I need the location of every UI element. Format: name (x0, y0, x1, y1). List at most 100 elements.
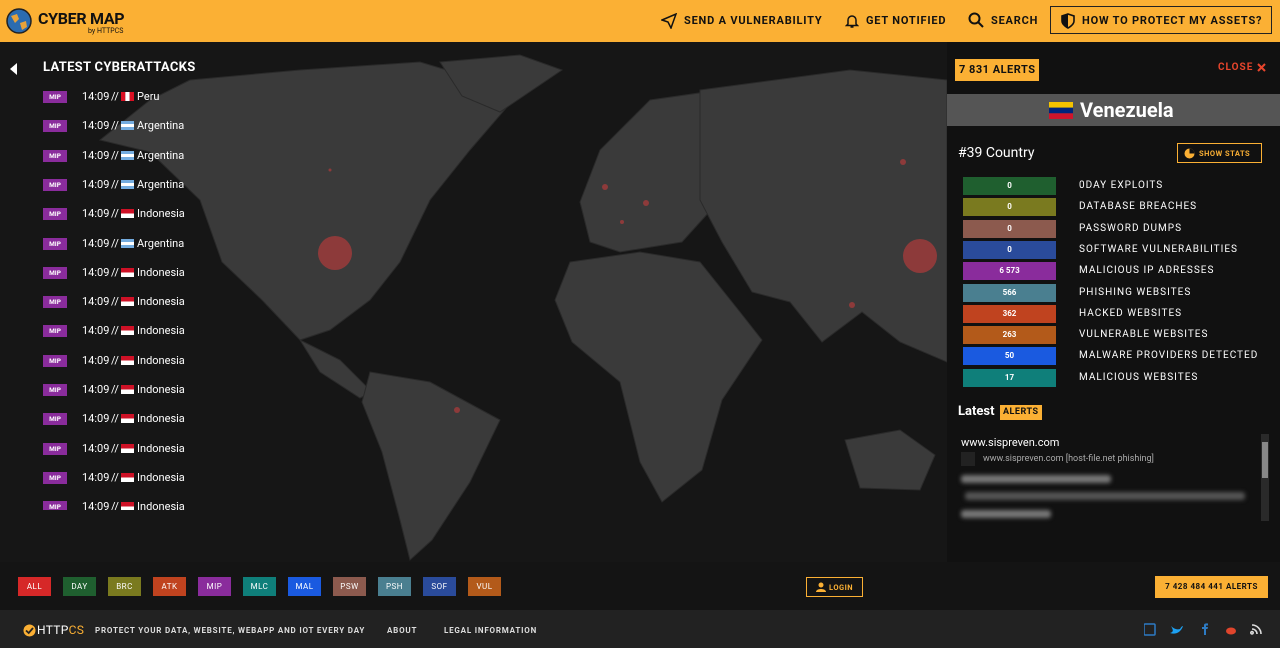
flag-stripe (1049, 102, 1073, 108)
filter-button[interactable]: ALL (18, 577, 51, 596)
country-panel: 7 831 ALERTS CLOSE Venezuela #39 Country… (947, 42, 1280, 562)
show-stats-button[interactable]: SHOW STATS (1177, 143, 1262, 163)
filter-button[interactable]: PSH (378, 577, 411, 596)
close-icon[interactable] (1257, 63, 1266, 72)
latest-title: Latest (958, 404, 995, 419)
cta-button[interactable]: HOW TO PROTECT MY ASSETS? (1050, 6, 1272, 34)
attack-country: Peru (137, 90, 160, 103)
attacks-panel: LATEST CYBERATTACKS MIP 14:09//Peru MIP 14:… (0, 42, 300, 510)
attack-item: MIP 14:09// Indonesia (43, 266, 293, 280)
collapse-arrow[interactable] (10, 63, 18, 75)
close-button[interactable]: CLOSE (1218, 62, 1254, 73)
attack-flag (121, 472, 134, 482)
filter-button[interactable]: MIP (198, 577, 231, 596)
footer-link[interactable]: ABOUT (387, 626, 418, 635)
attack-flag (121, 150, 134, 160)
stat-value: 17 (963, 368, 1056, 387)
filter-button[interactable]: DAY (63, 577, 96, 596)
brand: HTTPCS (37, 623, 84, 637)
attack-country: Indonesia (137, 383, 185, 396)
flag-stripe (121, 267, 134, 273)
attack-item: MIP 14:09// Indonesia (43, 354, 293, 368)
attack-country: Indonesia (137, 412, 185, 426)
scrollbar[interactable] (1261, 434, 1269, 521)
attack-country: Indonesia (137, 353, 185, 367)
country-bar: Venezuela (947, 94, 1280, 126)
country-name: Venezuela (1080, 98, 1174, 122)
attack-item: MIP 14:09// Argentina (43, 237, 293, 251)
logo-subtitle: by HTTPCS (88, 27, 124, 35)
feed-site: www.sispreven.com (961, 436, 1060, 449)
attack-flag (121, 385, 134, 394)
attack-flag (121, 238, 134, 248)
flag-stripe (121, 297, 134, 302)
attack-country: Indonesia (137, 441, 185, 455)
filter-button[interactable]: BRC (108, 577, 141, 596)
flag-stripe (121, 153, 134, 157)
facebook-icon[interactable] (1202, 623, 1208, 635)
feed-icon (961, 452, 975, 466)
stat-value: 362 (963, 304, 1056, 323)
flag-stripe (121, 121, 134, 125)
attack-flag (121, 297, 134, 307)
attack-tag: MIP (43, 178, 67, 191)
filter-button[interactable]: SOF (423, 577, 456, 596)
nav-link[interactable]: GET NOTIFIED (866, 14, 947, 27)
stat-label: 0DAY EXPLOITS (1079, 180, 1164, 191)
flag-stripe (121, 418, 134, 424)
show-stats-label: SHOW STATS (1199, 149, 1251, 158)
attack-country: Argentina (137, 119, 185, 133)
attack-tag: MIP (43, 266, 67, 279)
nav-link[interactable]: SEARCH (991, 14, 1039, 27)
attack-time: 14:09 (82, 295, 110, 309)
attack-flag (121, 267, 134, 277)
stat-value: 6 573 (963, 262, 1056, 281)
attack-separator: // (111, 412, 119, 426)
attack-time: 14:09 (82, 177, 110, 191)
twitter-icon[interactable] (1170, 626, 1183, 634)
attack-time: 14:09 (82, 119, 110, 133)
filter-button[interactable]: PSW (333, 577, 366, 596)
flag-stripe (121, 272, 134, 277)
footer-link[interactable]: LEGAL INFORMATION (444, 626, 538, 635)
flag-stripe (121, 448, 134, 453)
filter-button[interactable]: MLC (243, 577, 276, 596)
stat-label: DATABASE BREACHES (1079, 201, 1198, 213)
attack-item: MIP 14:09// Indonesia (43, 412, 293, 426)
stats-icon (1184, 148, 1195, 159)
attack-time: 14:09 (82, 441, 110, 455)
filter-button[interactable]: VUL (468, 577, 501, 596)
attack-country: Argentina (137, 177, 185, 191)
scrollbar-thumb[interactable] (1262, 442, 1268, 478)
login-label: LOGIN (829, 583, 854, 592)
reddit-icon[interactable] (1226, 627, 1236, 635)
stat-value: 50 (963, 347, 1056, 366)
stat-label: HACKED WEBSITES (1079, 307, 1183, 319)
social-icons (1144, 623, 1262, 636)
attack-flag (121, 92, 134, 101)
flag-stripe (121, 127, 134, 131)
stat-value: 0 (963, 240, 1056, 259)
flag-stripe (121, 241, 134, 245)
flag-stripe (121, 477, 134, 482)
flag-stripe (125, 92, 130, 101)
attack-separator: // (111, 177, 119, 191)
stat-value: 566 (963, 283, 1056, 302)
attack-separator: // (111, 383, 119, 396)
logo-globe (6, 8, 32, 34)
rss-icon[interactable] (1250, 624, 1262, 635)
attack-time: 14:09 (82, 500, 110, 510)
attack-time: 14:09 (82, 207, 110, 221)
flag-stripe (121, 179, 134, 183)
attack-separator: // (111, 265, 119, 279)
filter-button[interactable]: MAL (288, 577, 321, 596)
login-button[interactable]: LOGIN (806, 577, 863, 597)
linkedin-icon[interactable] (1144, 623, 1156, 636)
attack-country: Indonesia (137, 324, 185, 338)
attack-tag: MIP (43, 120, 67, 133)
flag-stripe (121, 244, 134, 248)
filter-button[interactable]: ATK (153, 577, 186, 596)
filter-bar: ALL DAY BRC ATK MIP MLC MAL PSW PSH SOF VUL LOGIN … (0, 562, 1280, 610)
nav-link[interactable]: SEND A VULNERABILITY (684, 14, 823, 27)
header: CYBER MAP by HTTPCS SEND A VULNERABILITY… (0, 0, 1280, 42)
